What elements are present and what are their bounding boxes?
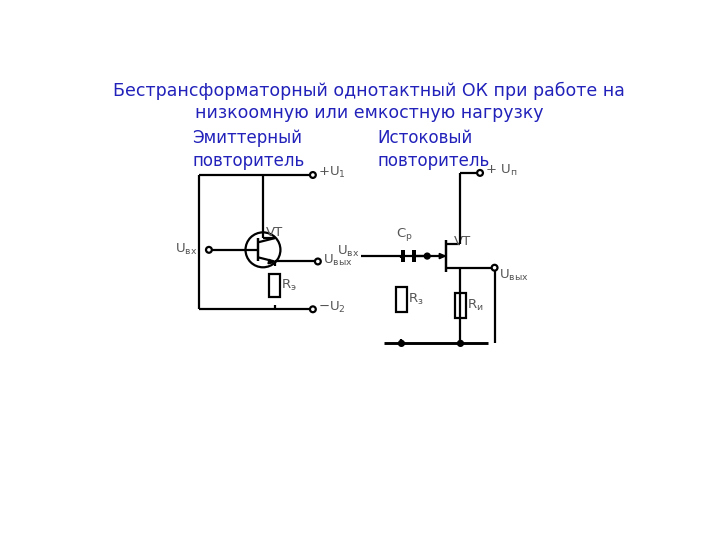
Circle shape	[399, 341, 405, 346]
Text: Бестрансформаторный однотактный ОК при работе на: Бестрансформаторный однотактный ОК при р…	[113, 82, 625, 100]
Text: U$_{\mathsf{вых}}$: U$_{\mathsf{вых}}$	[499, 268, 529, 283]
Text: + U$_{\mathsf{п}}$: + U$_{\mathsf{п}}$	[485, 163, 517, 178]
Text: VT: VT	[454, 235, 472, 248]
Text: Эмиттерный
повторитель: Эмиттерный повторитель	[192, 129, 305, 170]
Polygon shape	[268, 259, 274, 264]
Text: U$_{\mathsf{вх}}$: U$_{\mathsf{вх}}$	[175, 242, 197, 258]
Text: U$_{\mathsf{вых}}$: U$_{\mathsf{вых}}$	[323, 253, 353, 268]
Text: $-$U$_2$: $-$U$_2$	[318, 300, 346, 315]
Bar	[396, 287, 407, 312]
Text: C$_{\mathsf{р}}$: C$_{\mathsf{р}}$	[396, 226, 413, 243]
Polygon shape	[439, 253, 445, 259]
Text: низкоомную или емкостную нагрузку: низкоомную или емкостную нагрузку	[194, 104, 544, 122]
Text: U$_{\mathsf{вх}}$: U$_{\mathsf{вх}}$	[337, 245, 359, 259]
Text: VT: VT	[266, 226, 284, 239]
Bar	[455, 293, 466, 318]
Text: R$_{\mathsf{и}}$: R$_{\mathsf{и}}$	[467, 298, 483, 313]
Circle shape	[458, 341, 464, 346]
Text: R$_{\mathsf{з}}$: R$_{\mathsf{з}}$	[408, 292, 423, 307]
Text: +U$_1$: +U$_1$	[318, 165, 346, 180]
Text: R$_{\mathsf{э}}$: R$_{\mathsf{э}}$	[282, 278, 297, 293]
Bar	[269, 274, 280, 297]
Circle shape	[424, 253, 430, 259]
Text: Истоковый
повторитель: Истоковый повторитель	[377, 129, 490, 170]
